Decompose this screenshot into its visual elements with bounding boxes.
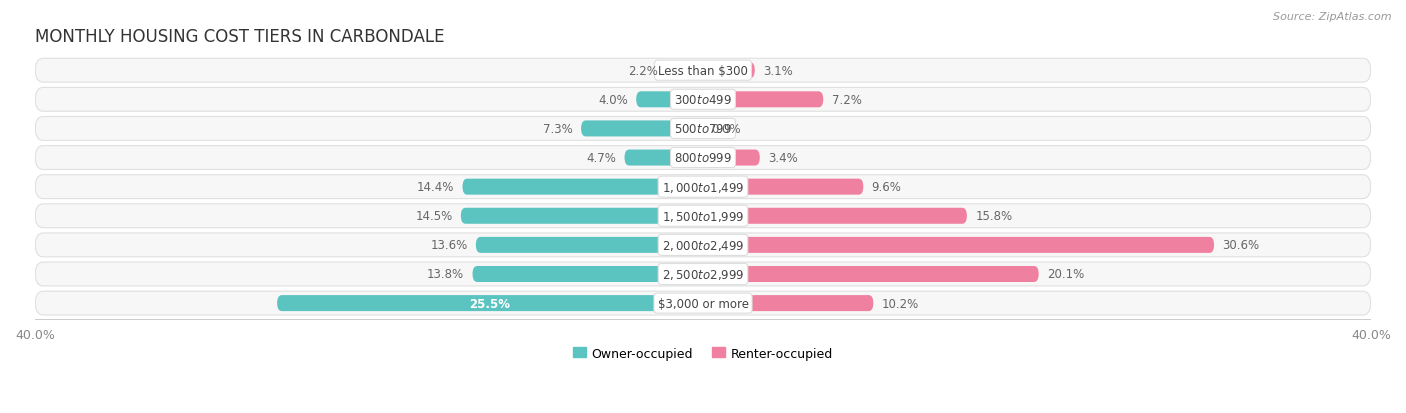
- Text: 7.3%: 7.3%: [543, 123, 572, 135]
- Text: 25.5%: 25.5%: [470, 297, 510, 310]
- Text: 13.6%: 13.6%: [430, 239, 468, 252]
- FancyBboxPatch shape: [475, 237, 703, 253]
- FancyBboxPatch shape: [703, 237, 1213, 253]
- FancyBboxPatch shape: [703, 208, 967, 224]
- Text: 13.8%: 13.8%: [427, 268, 464, 281]
- Text: $300 to $499: $300 to $499: [673, 94, 733, 107]
- Text: 3.4%: 3.4%: [768, 152, 797, 165]
- FancyBboxPatch shape: [35, 117, 1371, 141]
- FancyBboxPatch shape: [703, 179, 863, 195]
- Text: 7.2%: 7.2%: [831, 94, 862, 107]
- FancyBboxPatch shape: [35, 175, 1371, 199]
- Text: $500 to $799: $500 to $799: [673, 123, 733, 135]
- Text: 4.0%: 4.0%: [598, 94, 628, 107]
- FancyBboxPatch shape: [703, 150, 759, 166]
- FancyBboxPatch shape: [703, 295, 873, 311]
- Text: MONTHLY HOUSING COST TIERS IN CARBONDALE: MONTHLY HOUSING COST TIERS IN CARBONDALE: [35, 28, 444, 46]
- Text: Less than $300: Less than $300: [658, 64, 748, 78]
- FancyBboxPatch shape: [581, 121, 703, 137]
- Text: 4.7%: 4.7%: [586, 152, 616, 165]
- FancyBboxPatch shape: [472, 266, 703, 282]
- Text: $1,000 to $1,499: $1,000 to $1,499: [662, 180, 744, 194]
- FancyBboxPatch shape: [35, 204, 1371, 228]
- FancyBboxPatch shape: [463, 179, 703, 195]
- FancyBboxPatch shape: [703, 266, 1039, 282]
- Legend: Owner-occupied, Renter-occupied: Owner-occupied, Renter-occupied: [568, 342, 838, 365]
- FancyBboxPatch shape: [624, 150, 703, 166]
- Text: 0.0%: 0.0%: [711, 123, 741, 135]
- Text: $2,000 to $2,499: $2,000 to $2,499: [662, 238, 744, 252]
- FancyBboxPatch shape: [666, 63, 703, 79]
- FancyBboxPatch shape: [35, 262, 1371, 286]
- Text: 20.1%: 20.1%: [1047, 268, 1084, 281]
- Text: 15.8%: 15.8%: [976, 210, 1012, 223]
- Text: $3,000 or more: $3,000 or more: [658, 297, 748, 310]
- Text: 14.4%: 14.4%: [416, 181, 454, 194]
- FancyBboxPatch shape: [703, 63, 755, 79]
- FancyBboxPatch shape: [636, 92, 703, 108]
- FancyBboxPatch shape: [35, 233, 1371, 257]
- Text: 14.5%: 14.5%: [415, 210, 453, 223]
- FancyBboxPatch shape: [35, 146, 1371, 170]
- Text: 30.6%: 30.6%: [1222, 239, 1260, 252]
- Text: $1,500 to $1,999: $1,500 to $1,999: [662, 209, 744, 223]
- FancyBboxPatch shape: [35, 292, 1371, 315]
- FancyBboxPatch shape: [35, 88, 1371, 112]
- FancyBboxPatch shape: [277, 295, 703, 311]
- Text: 2.2%: 2.2%: [628, 64, 658, 78]
- Text: 10.2%: 10.2%: [882, 297, 920, 310]
- FancyBboxPatch shape: [703, 92, 824, 108]
- Text: $2,500 to $2,999: $2,500 to $2,999: [662, 267, 744, 281]
- Text: Source: ZipAtlas.com: Source: ZipAtlas.com: [1274, 12, 1392, 22]
- FancyBboxPatch shape: [461, 208, 703, 224]
- Text: 3.1%: 3.1%: [763, 64, 793, 78]
- Text: $800 to $999: $800 to $999: [673, 152, 733, 165]
- Text: 9.6%: 9.6%: [872, 181, 901, 194]
- FancyBboxPatch shape: [35, 59, 1371, 83]
